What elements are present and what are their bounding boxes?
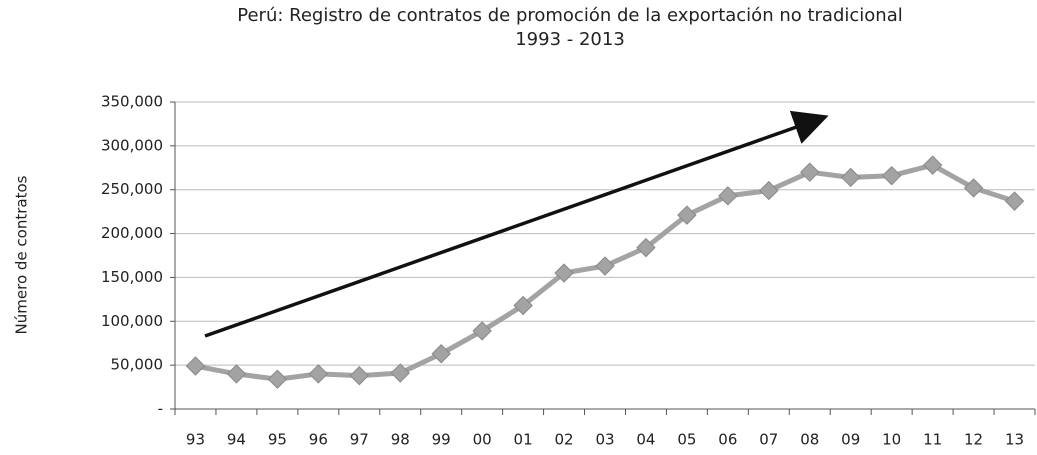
x-tick-label: 99 bbox=[432, 431, 451, 449]
x-tick-label: 05 bbox=[677, 431, 696, 449]
marker bbox=[1004, 191, 1025, 211]
x-tick-label: 93 bbox=[186, 431, 205, 449]
x-tick-label: 98 bbox=[391, 431, 410, 449]
x-tick-label: 04 bbox=[636, 431, 655, 449]
x-tick-label: 07 bbox=[759, 431, 778, 449]
x-tick-label: 03 bbox=[595, 431, 614, 449]
y-tick-label: - bbox=[158, 400, 163, 418]
x-tick-label: 95 bbox=[268, 431, 287, 449]
x-tick-label: 06 bbox=[718, 431, 737, 449]
x-tick-label: 09 bbox=[841, 431, 860, 449]
y-tick-label: 300,000 bbox=[101, 136, 163, 154]
chart-subtitle: 1993 - 2013 bbox=[515, 29, 625, 50]
marker bbox=[554, 263, 574, 283]
marker bbox=[349, 365, 369, 386]
x-tick-label: 01 bbox=[514, 431, 533, 449]
marker bbox=[922, 155, 943, 175]
marker bbox=[226, 364, 247, 384]
chart-title-block: Perú: Registro de contratos de promoción… bbox=[180, 4, 960, 52]
x-tick-label: 13 bbox=[1005, 431, 1024, 449]
marker bbox=[267, 369, 288, 389]
trend-arrow bbox=[204, 110, 829, 338]
x-tick-label: 12 bbox=[964, 431, 983, 449]
marker bbox=[472, 321, 492, 341]
marker bbox=[308, 364, 329, 384]
marker bbox=[881, 165, 902, 186]
y-tick-label: 100,000 bbox=[101, 312, 163, 330]
chart-title: Perú: Registro de contratos de promoción… bbox=[237, 5, 903, 26]
y-axis-label: Número de contratos bbox=[13, 175, 31, 334]
y-tick-label: 50,000 bbox=[111, 356, 164, 374]
marker bbox=[636, 237, 656, 258]
x-tick-label: 00 bbox=[473, 431, 492, 449]
marker bbox=[718, 186, 738, 206]
marker bbox=[677, 205, 697, 225]
marker bbox=[513, 295, 533, 316]
x-tick-label: 96 bbox=[309, 431, 328, 449]
x-tick-label: 10 bbox=[882, 431, 901, 449]
x-tick-label: 11 bbox=[923, 431, 942, 449]
y-tick-label: 350,000 bbox=[101, 93, 163, 111]
marker bbox=[390, 363, 410, 383]
x-tick-label: 97 bbox=[350, 431, 369, 449]
marker bbox=[185, 356, 206, 376]
marker bbox=[759, 180, 779, 201]
x-tick-label: 02 bbox=[555, 431, 574, 449]
marker bbox=[595, 256, 615, 276]
marker bbox=[431, 344, 451, 364]
marker bbox=[963, 178, 984, 198]
marker bbox=[841, 167, 861, 188]
y-tick-label: 150,000 bbox=[101, 268, 163, 286]
y-tick-label: 250,000 bbox=[101, 180, 163, 198]
marker bbox=[800, 162, 820, 182]
x-tick-label: 94 bbox=[227, 431, 246, 449]
x-tick-label: 08 bbox=[800, 431, 819, 449]
y-tick-label: 200,000 bbox=[101, 224, 163, 242]
